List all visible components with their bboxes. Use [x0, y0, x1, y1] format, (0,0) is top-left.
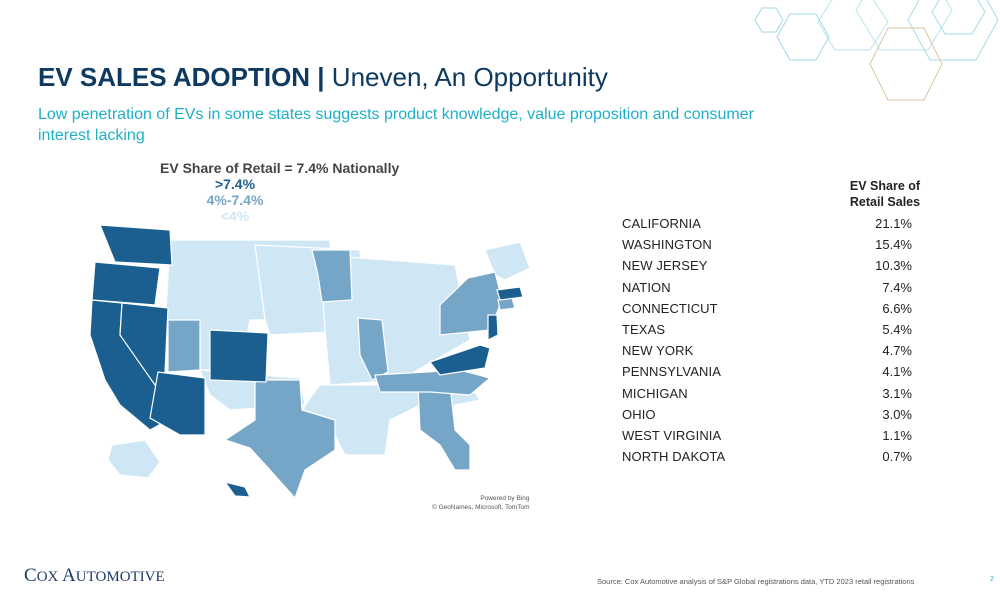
legend-item-low: <4% [220, 208, 250, 224]
state-name: NEW JERSEY [622, 258, 708, 274]
map-state-washington [99, 224, 173, 266]
decorative-hexagons [754, 0, 999, 101]
map-state-arizona [149, 371, 206, 436]
map-state-massachusetts [496, 286, 524, 301]
map-state-virginia-maryland [429, 344, 491, 376]
state-name: OHIO [622, 406, 656, 422]
state-pct: 3.1% [882, 385, 912, 401]
legend-title: EV Share of Retail = 7.4% Nationally [160, 160, 400, 176]
us-ev-share-map [89, 224, 531, 500]
table-row: WASHINGTON 15.4% [622, 234, 912, 255]
state-name: WEST VIRGINIA [622, 427, 722, 443]
map-credit-line1: Powered by Bing [480, 495, 530, 502]
map-credit-line2: © GeoNames, Microsoft, TomTom [432, 504, 530, 511]
state-name: TEXAS [622, 322, 666, 338]
table-row: PENNSYLVANIA 4.1% [622, 361, 912, 382]
state-pct: 10.3% [875, 258, 912, 274]
table-row: WEST VIRGINIA 1.1% [622, 425, 912, 446]
table-row: NEW JERSEY 10.3% [622, 255, 912, 276]
source-note: Source: Cox Automotive analysis of S&P G… [597, 577, 915, 586]
logo-part: C [24, 565, 37, 586]
map-credit: Powered by Bing © GeoNames, Microsoft, T… [432, 494, 530, 512]
legend-item-high: >7.4% [214, 176, 256, 192]
state-pct: 5.4% [882, 322, 912, 338]
table-row: NORTH DAKOTA 0.7% [622, 446, 912, 467]
table-row: NEW YORK 4.7% [622, 340, 912, 361]
map-state-utah [167, 319, 201, 373]
table-row: OHIO 3.0% [622, 404, 912, 425]
map-state-carolinas-tn [374, 369, 492, 396]
map-state-colorado [209, 329, 269, 383]
state-pct: 3.0% [882, 406, 912, 422]
table-header: EV Share of Retail Sales [835, 178, 935, 210]
table-row: TEXAS 5.4% [622, 319, 912, 340]
state-name: NEW YORK [622, 343, 694, 359]
table-row: CALIFORNIA 21.1% [622, 213, 912, 234]
logo-part: OX [36, 569, 59, 585]
state-pct: 0.7% [882, 449, 912, 465]
map-region-low-northeast [484, 241, 531, 281]
map-state-texas [223, 379, 336, 500]
table-row: NATION 7.4% [622, 277, 912, 298]
map-region-low-alaska [107, 439, 161, 479]
legend-item-mid: 4%-7.4% [206, 192, 264, 208]
map-state-hawaii [223, 481, 252, 498]
table-header-line1: EV Share of [849, 179, 921, 193]
map-state-georgia-florida [417, 384, 471, 471]
state-name: NATION [622, 279, 671, 295]
state-pct: 7.4% [882, 279, 912, 295]
map-state-new-jersey [487, 314, 499, 341]
state-name: PENNSYLVANIA [622, 364, 721, 380]
state-pct: 15.4% [875, 237, 912, 253]
map-state-minnesota [311, 249, 353, 303]
state-name: NORTH DAKOTA [622, 449, 726, 465]
state-pct: 21.1% [875, 216, 912, 232]
table-row: CONNECTICUT 6.6% [622, 298, 912, 319]
map-legend: EV Share of Retail = 7.4% Nationally >7.… [160, 160, 430, 224]
state-pct: 4.7% [882, 343, 912, 359]
page-title: EV SALES ADOPTION | Uneven, An Opportuni… [38, 62, 608, 92]
page-subtitle: Low penetration of EVs in some states su… [38, 106, 754, 144]
page-number: 2 [990, 576, 994, 583]
state-pct: 1.1% [882, 427, 912, 443]
cox-automotive-logo: COX AUTOMOTIVE [24, 565, 165, 587]
state-name: WASHINGTON [622, 237, 712, 253]
state-name: CONNECTICUT [622, 300, 718, 316]
logo-part: A [58, 565, 76, 586]
state-name: CALIFORNIA [622, 216, 702, 232]
table-header-line2: Retail Sales [849, 195, 921, 209]
state-name: MICHIGAN [622, 385, 688, 401]
logo-part: UTOMOTIVE [75, 569, 165, 585]
state-pct: 6.6% [882, 300, 912, 316]
table-row: MICHIGAN 3.1% [622, 383, 912, 404]
state-pct: 4.1% [882, 364, 912, 380]
ev-share-table: CALIFORNIA 21.1% WASHINGTON 15.4% NEW JERS… [622, 213, 912, 467]
map-state-oregon [91, 261, 161, 306]
